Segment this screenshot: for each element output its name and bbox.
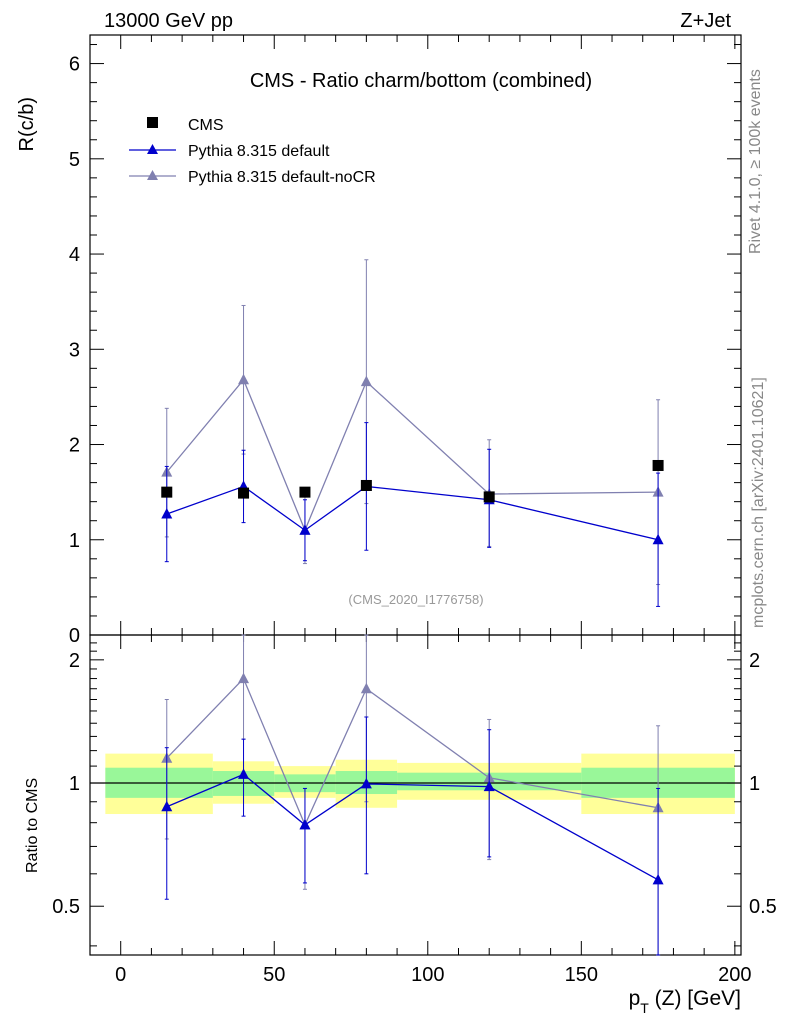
ratio-point-default xyxy=(360,777,372,789)
ratio-ytick-label: 2 xyxy=(69,650,80,672)
ratio-point-default xyxy=(483,780,495,792)
main-line-nocr xyxy=(166,378,659,532)
ratio-xlabel: pT (Z) [GeV] xyxy=(629,987,741,1016)
main-ytick-label: 0 xyxy=(69,625,80,647)
ratio-xtick-label: 200 xyxy=(718,964,751,986)
main-point-cms xyxy=(360,479,372,491)
main-point-default xyxy=(652,533,664,545)
main-point-nocr xyxy=(360,375,372,387)
main-point-cms xyxy=(299,486,311,498)
ratio-ytick-label: 1 xyxy=(69,773,80,795)
legend-label-default: Pythia 8.315 default xyxy=(188,143,330,160)
main-point-default xyxy=(161,508,173,519)
main-line-default xyxy=(166,485,659,541)
ratio-point-nocr xyxy=(360,682,372,694)
ratio-ytick-label-right: 0.5 xyxy=(749,896,777,918)
ratio-ytick-label-right: 2 xyxy=(749,650,760,672)
ratio-point-nocr xyxy=(238,672,250,684)
main-point-cms xyxy=(483,491,495,503)
ratio-line-default xyxy=(166,773,659,881)
main-series xyxy=(161,259,664,607)
ratio-point-default xyxy=(652,873,664,885)
main-point-default xyxy=(299,524,311,535)
main-plot: 0 1 2 3 4 5 6 CMS - Ratio charm/bottom (combin… xyxy=(16,34,742,647)
main-ytick-label: 2 xyxy=(69,435,80,457)
ratio-point-default xyxy=(299,818,311,830)
main-ytick-label: 6 xyxy=(69,54,80,76)
ratio-series xyxy=(161,634,664,956)
energy-label: 13000 GeV pp xyxy=(104,10,233,32)
process-label: Z+Jet xyxy=(680,10,731,32)
ratio-errbar-default xyxy=(364,716,369,875)
main-point-nocr xyxy=(238,373,250,385)
ratio-ytick-label: 0.5 xyxy=(52,896,80,918)
main-point-cms xyxy=(652,459,664,471)
legend: CMS Pythia 8.315 default Pythia 8.315 de… xyxy=(129,117,376,186)
ratio-ticks: 0.5 0.5 1 1 2 2 0 50 100 150 200 xyxy=(52,635,777,986)
ratio-xtick-label: 150 xyxy=(565,964,598,986)
ratio-errbar-nocr xyxy=(241,634,246,740)
main-ytick-label: 1 xyxy=(69,530,80,552)
ratio-xtick-label: 50 xyxy=(263,964,285,986)
mcplots-label: mcplots.cern.ch [arXiv:2401.10621] xyxy=(750,377,767,628)
legend-label-cms: CMS xyxy=(188,117,224,134)
ratio-errbar-default xyxy=(487,729,492,858)
main-ylabel: R(c/b) xyxy=(16,97,38,151)
ratio-ytick-label-right: 1 xyxy=(749,773,760,795)
main-ticks: 0 1 2 3 4 5 6 xyxy=(69,35,741,647)
ratio-xtick-label: 0 xyxy=(115,964,126,986)
ratio-point-default xyxy=(238,768,250,779)
main-ytick-label: 4 xyxy=(69,244,80,266)
main-ytick-label: 5 xyxy=(69,149,80,171)
analysis-watermark: (CMS_2020_I1776758) xyxy=(348,592,483,607)
main-point-cms xyxy=(161,486,173,498)
ratio-line-nocr xyxy=(166,677,659,827)
legend-marker-nocr xyxy=(147,170,158,180)
ratio-ylabel: Ratio to CMS xyxy=(24,778,41,873)
main-point-cms xyxy=(238,487,250,499)
ratio-errbar-default xyxy=(164,747,169,900)
legend-marker-default xyxy=(147,144,158,154)
main-plot-title: CMS - Ratio charm/bottom (combined) xyxy=(250,70,592,92)
rivet-version-label: Rivet 4.1.0, ≥ 100k events xyxy=(747,69,764,254)
ratio-xtick-label: 100 xyxy=(411,964,444,986)
ratio-point-default xyxy=(161,800,173,812)
ratio-errbar-default xyxy=(656,787,661,956)
legend-marker-cms xyxy=(147,117,158,128)
ratio-errbar-default xyxy=(302,787,307,884)
ratio-plot-frame xyxy=(89,634,742,956)
ratio-plot: 0.5 0.5 1 1 2 2 0 50 100 150 200 Ratio to CMS pT (… xyxy=(24,634,777,1016)
legend-label-nocr: Pythia 8.315 default-noCR xyxy=(188,169,376,186)
main-ytick-label: 3 xyxy=(69,339,80,361)
